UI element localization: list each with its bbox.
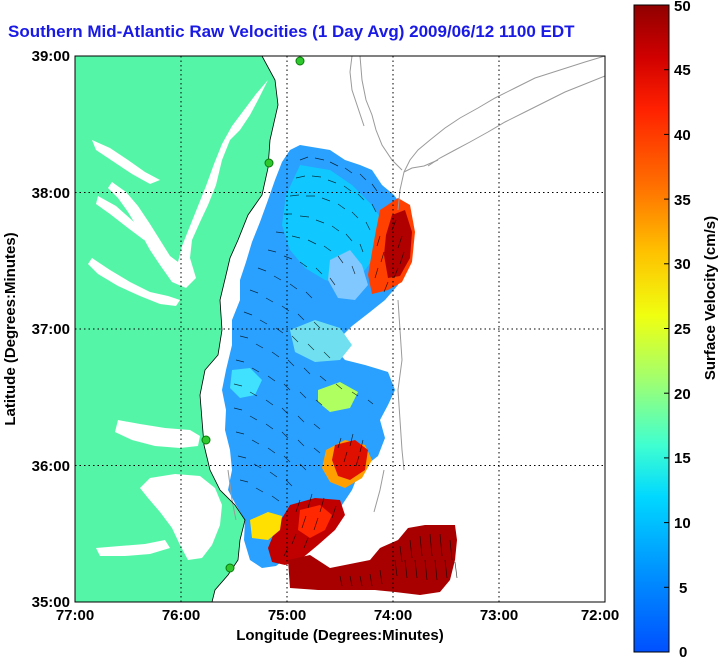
colorbar-tick-label: 5 [679, 580, 687, 597]
x-tick-label: 74:00 [374, 607, 412, 624]
x-tick-label: 76:00 [162, 607, 200, 624]
pamlico-sound [140, 474, 222, 560]
colorbar-tick-label: 25 [674, 321, 691, 338]
current-vectors [233, 156, 458, 587]
y-tick-label: 36:00 [32, 458, 70, 475]
colorbar-tick-label: 0 [679, 644, 687, 659]
colorbar-tick-label: 15 [674, 450, 691, 467]
y-tick-label: 37:00 [32, 321, 70, 338]
y-axis-ticks: 39:00 38:00 37:00 36:00 35:00 [32, 48, 70, 611]
james-river [88, 258, 180, 306]
x-tick-label: 73:00 [480, 607, 518, 624]
colorbar-ticks [664, 4, 669, 588]
rappahannock-river [96, 196, 150, 240]
plot-frame [74, 55, 606, 603]
radar-station-icon [225, 563, 235, 573]
colorbar-tick-label: 10 [674, 515, 691, 532]
radar-station-icon [264, 158, 274, 168]
map-title: Southern Mid-Atlantic Raw Velocities (1 … [8, 22, 575, 41]
coastline [199, 56, 279, 602]
x-axis-label: Longitude (Degrees:Minutes) [236, 627, 444, 644]
colorbar-tick-label: 45 [674, 62, 691, 79]
y-tick-label: 38:00 [32, 185, 70, 202]
map-plot-area [74, 55, 606, 603]
radar-station-icon [295, 56, 305, 66]
x-axis-ticks: 77:00 76:00 75:00 74:00 73:00 72:00 [56, 607, 619, 624]
colorbar-tick-label: 50 [674, 0, 691, 15]
y-tick-label: 35:00 [32, 594, 70, 611]
x-tick-label: 77:00 [56, 607, 94, 624]
colorbar-gradient [633, 4, 670, 653]
albemarle-sound [115, 420, 200, 448]
colorbar-tick-label: 30 [674, 256, 691, 273]
colorbar-tick-label: 20 [674, 386, 691, 403]
radar-station-icon [201, 435, 211, 445]
neuse-river [96, 540, 170, 556]
potomac-river [92, 140, 160, 184]
bathymetry-contours [227, 56, 605, 521]
colorbar-tick-label: 35 [674, 192, 691, 209]
delaware-bay [262, 56, 292, 72]
y-tick-label: 39:00 [32, 48, 70, 65]
colorbar-tick-label: 40 [674, 127, 691, 144]
colorbar-label: Surface Velocity (cm/s) [702, 216, 719, 380]
colorbar: 50 45 40 35 30 25 20 15 10 5 0 Surface V… [633, 0, 719, 659]
x-tick-label: 75:00 [268, 607, 306, 624]
y-axis-label: Latitude (Degrees:Minutes) [2, 232, 19, 425]
lat-lon-grid [75, 56, 605, 602]
x-tick-label: 72:00 [581, 607, 619, 624]
